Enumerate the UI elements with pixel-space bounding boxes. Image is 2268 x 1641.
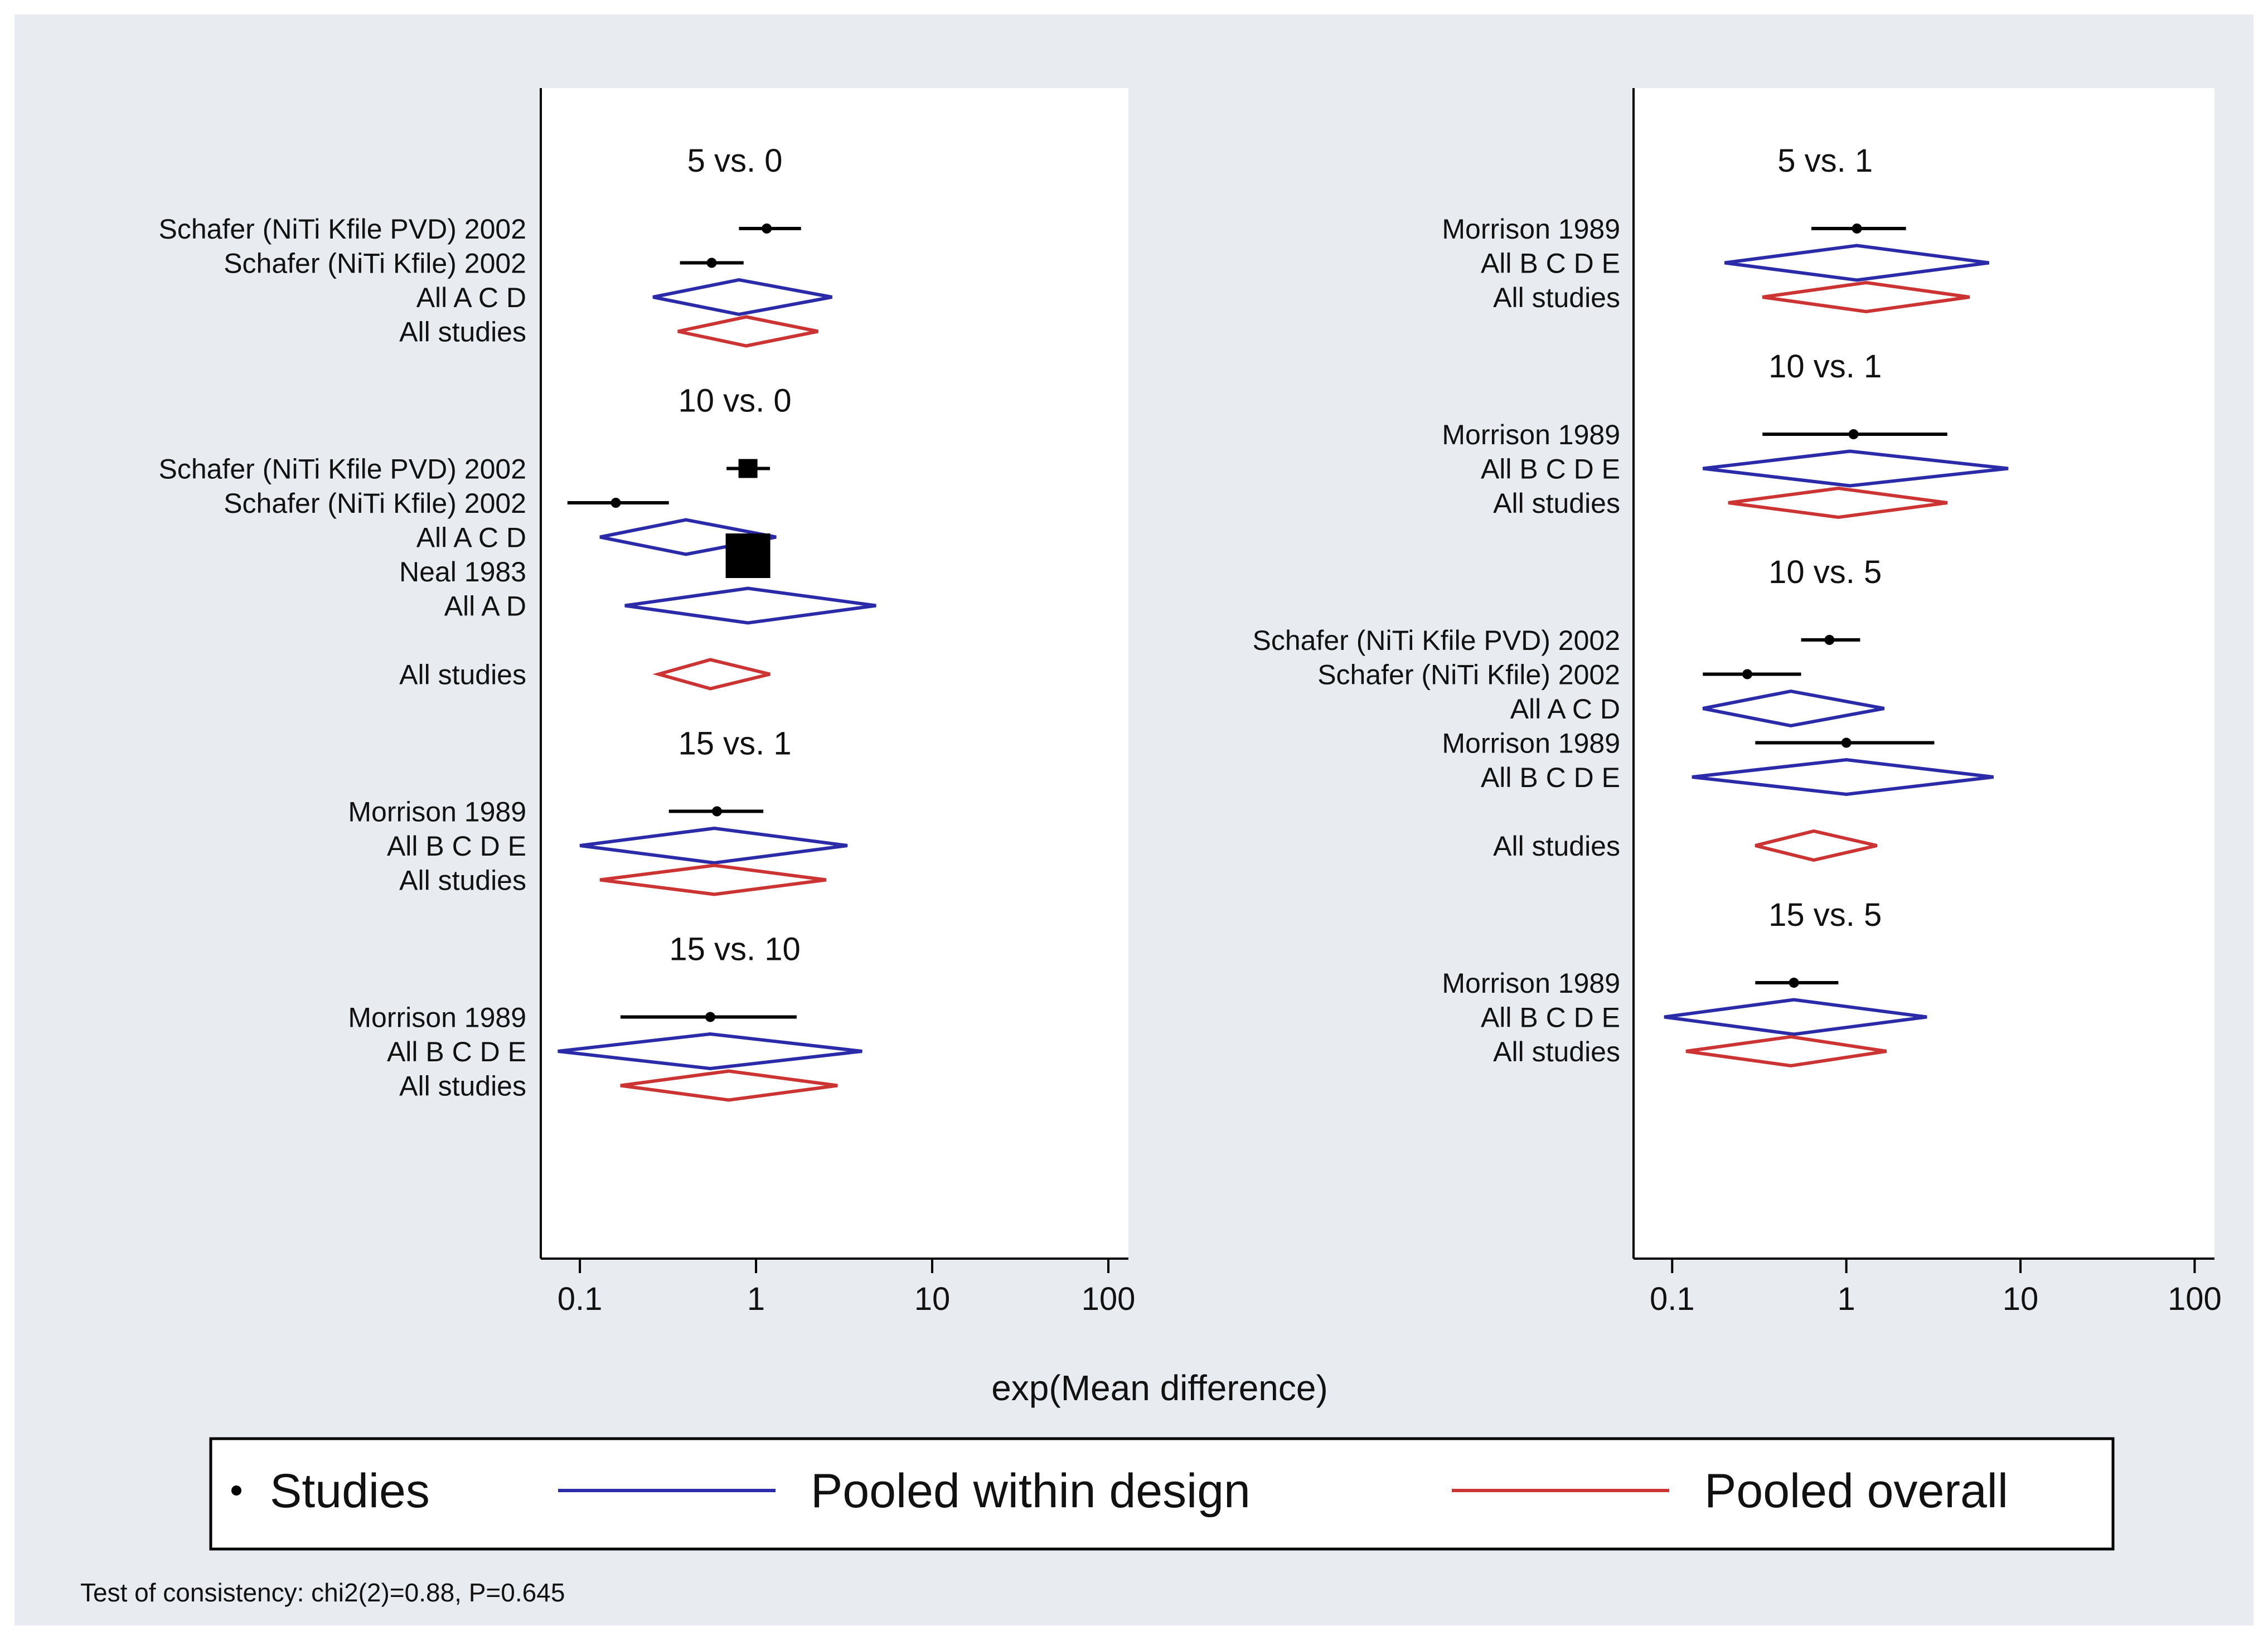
row-label: All B C D E: [387, 1036, 526, 1067]
plot-area-left: [541, 88, 1128, 1259]
comparison-title: 10 vs. 1: [1768, 348, 1882, 385]
row-label: All A C D: [416, 522, 526, 554]
pooled-overall-diamond: [1755, 829, 1878, 862]
row-label: All studies: [1493, 282, 1620, 313]
row-label: Schafer (NiTi Kfile PVD) 2002: [159, 213, 527, 245]
row-label: All studies: [399, 865, 526, 896]
x-tick-label: 100: [1082, 1281, 1136, 1317]
row-label: Morrison 1989: [1442, 728, 1620, 759]
legend-label-overall: Pooled overall: [1704, 1464, 2008, 1518]
row-label: All studies: [399, 1071, 526, 1102]
row-label: Schafer (NiTi Kfile) 2002: [224, 248, 526, 279]
comparison-title: 15 vs. 5: [1768, 897, 1882, 933]
pooled-within-diamond: [1724, 244, 1990, 282]
x-tick-label: 100: [2168, 1281, 2222, 1317]
pooled-overall-diamond: [677, 315, 818, 348]
study-point-marker: [1841, 737, 1852, 748]
pooled-within-diamond: [558, 1032, 862, 1071]
pooled-within-diamond: [1692, 758, 1994, 797]
comparison-title: 15 vs. 1: [679, 726, 792, 762]
comparison-title: 10 vs. 5: [1768, 554, 1882, 590]
row-label: All B C D E: [1481, 762, 1620, 793]
study-point-marker: [1742, 669, 1753, 679]
study-point-marker: [1824, 635, 1835, 645]
legend-label-within: Pooled within design: [811, 1464, 1251, 1518]
row-label: Schafer (NiTi Kfile PVD) 2002: [159, 454, 527, 485]
comparison-title: 15 vs. 10: [669, 931, 800, 968]
row-label: All B C D E: [1481, 1002, 1620, 1033]
pooled-within-diamond: [1702, 449, 2009, 488]
row-label: All B C D E: [1481, 248, 1620, 279]
x-tick-label: 0.1: [1650, 1281, 1695, 1317]
legend-dot-marker: [231, 1485, 241, 1496]
row-label: Morrison 1989: [1442, 419, 1620, 450]
comparison-title: 5 vs. 1: [1777, 143, 1873, 179]
study-point-marker: [1789, 978, 1799, 988]
x-tick-label: 0.1: [558, 1281, 603, 1317]
pooled-overall-diamond: [1762, 280, 1970, 314]
pooled-overall-diamond: [599, 863, 827, 896]
pooled-within-diamond: [579, 826, 848, 865]
study-point-marker: [705, 1012, 716, 1022]
row-label: All studies: [1493, 831, 1620, 862]
row-label: Schafer (NiTi Kfile) 2002: [224, 488, 526, 519]
row-label: All B C D E: [1481, 454, 1620, 485]
x-tick-label: 10: [914, 1281, 951, 1317]
pooled-within-diamond: [652, 278, 832, 317]
pooled-within-diamond: [1664, 998, 1927, 1036]
x-tick-label: 1: [1838, 1281, 1855, 1317]
row-label: Morrison 1989: [348, 797, 526, 828]
x-tick-label: 1: [747, 1281, 765, 1317]
study-point-marker: [762, 224, 772, 234]
chart-background: 0.1 1 10 100 5 vs. 0 Schafer (NiTi Kfile PVD)…: [14, 14, 2254, 1625]
pooled-overall-diamond: [1685, 1035, 1887, 1068]
pooled-within-diamond: [1702, 689, 1885, 728]
row-label: Morrison 1989: [1442, 968, 1620, 999]
row-label: All studies: [399, 659, 526, 691]
legend-label-studies: Studies: [270, 1464, 430, 1518]
row-label: All B C D E: [387, 831, 526, 862]
consistency-footnote: Test of consistency: chi2(2)=0.88, P=0.6…: [80, 1578, 565, 1607]
row-label: All A D: [444, 591, 526, 622]
row-label: Morrison 1989: [1442, 213, 1620, 245]
study-point-marker: [1852, 224, 1862, 234]
comparison-title: 10 vs. 0: [679, 383, 792, 419]
comparison-title: 5 vs. 0: [687, 143, 783, 179]
study-point-marker: [610, 498, 621, 508]
pooled-overall-diamond: [620, 1069, 838, 1102]
row-label: Schafer (NiTi Kfile PVD) 2002: [1253, 625, 1621, 656]
row-label: All studies: [399, 317, 526, 348]
pooled-overall-diamond: [652, 658, 770, 691]
pooled-overall-diamond: [1728, 486, 1948, 520]
row-label: Neal 1983: [399, 556, 526, 588]
study-point-marker: [1848, 429, 1859, 439]
row-label: All studies: [1493, 1036, 1620, 1067]
row-label: All A C D: [416, 282, 526, 313]
row-label: Schafer (NiTi Kfile) 2002: [1317, 659, 1620, 691]
legend-box: [209, 1437, 2115, 1551]
x-tick-label: 10: [2003, 1281, 2039, 1317]
row-label: All A C D: [1510, 693, 1620, 725]
study-point-marker: [706, 258, 717, 268]
study-square-marker-large: [725, 533, 770, 578]
study-square-marker: [738, 459, 758, 478]
row-label: Morrison 1989: [348, 1002, 526, 1033]
forest-plot-chart: 0.1 1 10 100 5 vs. 0 Schafer (NiTi Kfile PVD)…: [80, 88, 2222, 1607]
x-axis-title: exp(Mean difference): [991, 1368, 1328, 1408]
study-point-marker: [711, 806, 722, 817]
pooled-within-diamond: [599, 518, 777, 556]
pooled-within-diamond: [624, 586, 876, 625]
row-label: All studies: [1493, 488, 1620, 519]
